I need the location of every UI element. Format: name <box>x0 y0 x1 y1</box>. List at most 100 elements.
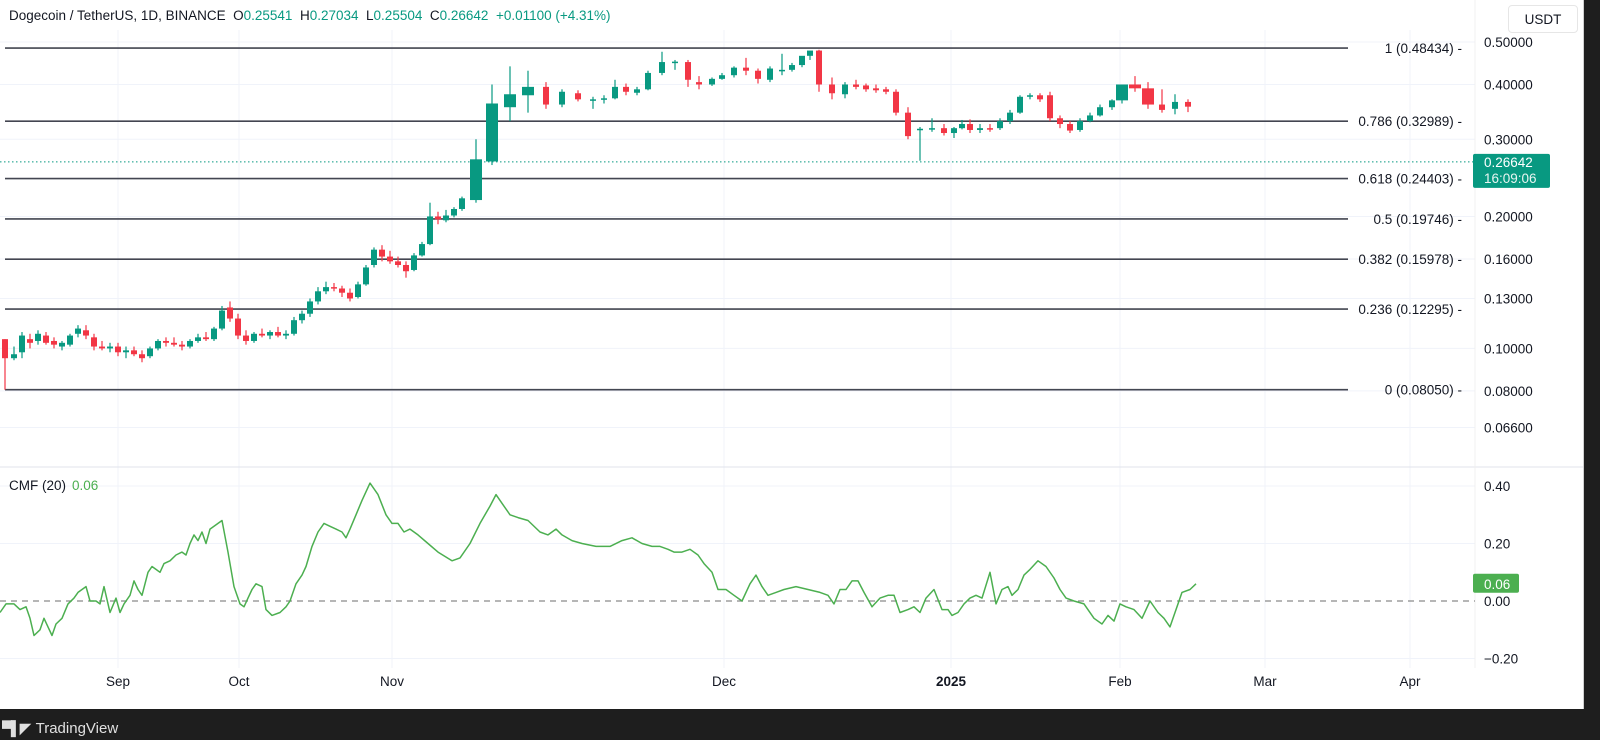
candle-body <box>522 86 534 96</box>
cmf-value-badge <box>1473 573 1519 593</box>
candle-body <box>917 128 923 131</box>
candle-body <box>2 339 8 359</box>
candle-body <box>1047 95 1053 119</box>
candle-body <box>719 75 725 79</box>
price-axis-label: 0.08000 <box>1484 384 1533 399</box>
candle-body <box>1027 95 1033 97</box>
candle-body <box>171 342 177 345</box>
candle-body <box>267 332 273 336</box>
time-axis-label: Nov <box>380 674 404 689</box>
bar-countdown: 16:09:06 <box>1484 171 1537 186</box>
low-label: L <box>366 8 374 23</box>
fib-level-label: 1 (0.48434) - <box>1385 41 1462 56</box>
high-label: H <box>299 8 310 23</box>
candle-body <box>427 216 433 245</box>
time-axis-label: Feb <box>1108 674 1131 689</box>
candle-body <box>395 261 401 265</box>
close-label: C <box>429 8 440 23</box>
cmf-title[interactable]: CMF (20) <box>9 478 66 493</box>
candle-body <box>347 292 353 299</box>
candle-body <box>195 337 201 341</box>
candle-body <box>123 350 129 353</box>
candle-body <box>951 128 957 134</box>
open-value: 0.25541 <box>243 8 293 23</box>
candle-body <box>767 68 773 80</box>
candle-body <box>131 350 137 355</box>
candle-body <box>709 78 715 85</box>
candle-body <box>1077 121 1083 130</box>
candle-body <box>99 346 105 349</box>
candle-body <box>275 332 281 336</box>
candle-body <box>575 93 581 100</box>
candle-body <box>291 320 297 334</box>
candle-body <box>1129 84 1141 89</box>
candle-body <box>227 307 233 319</box>
candle-body <box>789 65 795 70</box>
candle-body <box>19 335 25 353</box>
candle-body <box>187 340 193 347</box>
price-chart[interactable]: 1 (0.48434) - 0.786 (0.32989) - 0.618 (0.2… <box>0 0 1583 709</box>
candle-body <box>863 85 869 90</box>
candle-body <box>1116 84 1128 101</box>
candle-body <box>35 333 41 341</box>
symbol-legend: Dogecoin / TetherUS, 1D, BINANCE O0.2554… <box>9 8 611 23</box>
price-axis-label: 0.06600 <box>1484 421 1533 436</box>
candle-body <box>967 124 973 130</box>
footer-bar <box>0 709 1600 740</box>
candle-body <box>371 249 377 265</box>
candle-body <box>1067 124 1073 131</box>
time-axis-label: 2025 <box>936 674 967 689</box>
time-axis-label: Sep <box>106 674 130 689</box>
candle-body <box>816 50 822 85</box>
candle-body <box>75 328 81 334</box>
candle-body <box>163 340 169 343</box>
candle-body <box>147 348 153 357</box>
candle-body <box>43 335 49 343</box>
candle-body <box>107 346 113 349</box>
candle-body <box>11 354 17 359</box>
candle-body <box>977 128 983 130</box>
price-axis-label: 0.30000 <box>1484 132 1533 147</box>
candle-body <box>59 342 65 347</box>
candle-body <box>1087 115 1093 122</box>
candle-body <box>1037 95 1043 100</box>
last-price-value: 0.26642 <box>1484 155 1533 170</box>
candle-body <box>893 91 899 113</box>
time-axis-label: Dec <box>712 674 736 689</box>
candle-body <box>203 337 209 340</box>
cmf-line <box>0 482 1197 637</box>
candle-body <box>807 50 813 56</box>
candle-body <box>363 267 369 285</box>
price-axis-label: 0.13000 <box>1484 291 1533 306</box>
price-axis-label: 0.40000 <box>1484 77 1533 92</box>
candle-body <box>623 86 629 92</box>
candle-body <box>355 284 361 298</box>
candle-body <box>1057 118 1063 125</box>
fib-level-label: 0.786 (0.32989) - <box>1358 114 1462 129</box>
candle-body <box>299 313 305 321</box>
candle-body <box>470 159 482 201</box>
candle-body <box>1159 104 1165 110</box>
candle-body <box>51 340 57 345</box>
candle-body <box>403 264 409 272</box>
candle-body <box>331 287 337 289</box>
candle-body <box>243 335 249 341</box>
currency-button[interactable]: USDT <box>1508 5 1578 33</box>
brand-name: TradingView <box>35 720 119 737</box>
candle-body <box>219 310 225 329</box>
fib-level-label: 0.236 (0.12295) - <box>1358 302 1462 317</box>
candle-body <box>1172 101 1178 109</box>
price-axis-label: 0.10000 <box>1484 341 1533 356</box>
candle-body <box>743 67 749 71</box>
fib-level-label: 0.382 (0.15978) - <box>1358 252 1462 267</box>
tradingview-logo: ▀▌◤ TradingView <box>2 720 118 737</box>
time-axis-label: Apr <box>1399 674 1421 689</box>
time-axis-label: Mar <box>1253 674 1277 689</box>
cmf-axis-label: 0.00 <box>1484 594 1510 609</box>
candle-body <box>339 288 345 293</box>
price-axis-label: 0.16000 <box>1484 252 1533 267</box>
candle-body <box>139 354 145 359</box>
candle-body <box>829 84 835 94</box>
symbol-title[interactable]: Dogecoin / TetherUS, 1D, BINANCE <box>9 8 226 23</box>
candle-body <box>1097 107 1103 116</box>
